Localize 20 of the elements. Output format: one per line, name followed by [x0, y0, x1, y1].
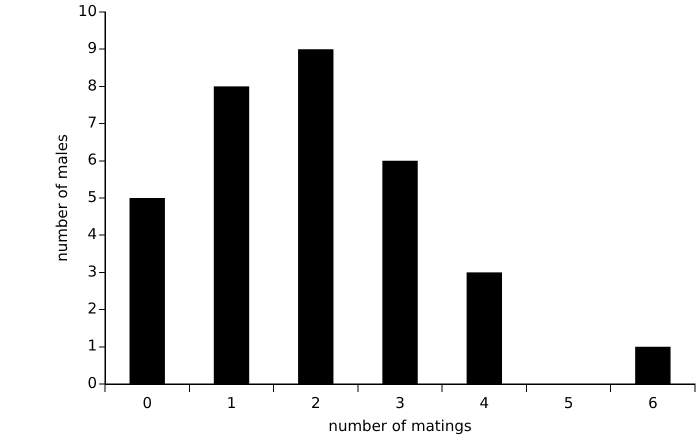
- y-tick-label: 10: [78, 2, 98, 20]
- x-tick-label: 0: [142, 394, 152, 412]
- x-axis-title: number of matings: [328, 416, 472, 435]
- x-tick-label: 5: [564, 394, 574, 412]
- y-tick-label: 8: [88, 76, 98, 94]
- y-tick-label: 2: [88, 299, 98, 318]
- y-tick-label: 9: [88, 39, 98, 58]
- x-tick-label: 3: [395, 394, 405, 412]
- y-tick-label: 7: [88, 113, 98, 132]
- y-tick-label: 4: [88, 225, 98, 244]
- x-tick-label: 1: [226, 394, 236, 412]
- y-tick-label: 1: [88, 336, 98, 355]
- y-tick-label: 3: [88, 262, 98, 280]
- x-tick-label: 6: [648, 394, 658, 412]
- x-tick-label: 2: [310, 394, 321, 412]
- y-tick-label: 5: [88, 188, 98, 206]
- y-tick-label: 6: [88, 150, 98, 169]
- y-tick-label: 0: [88, 374, 98, 392]
- y-axis-title: number of males: [52, 134, 71, 262]
- x-tick-label: 4: [480, 394, 490, 412]
